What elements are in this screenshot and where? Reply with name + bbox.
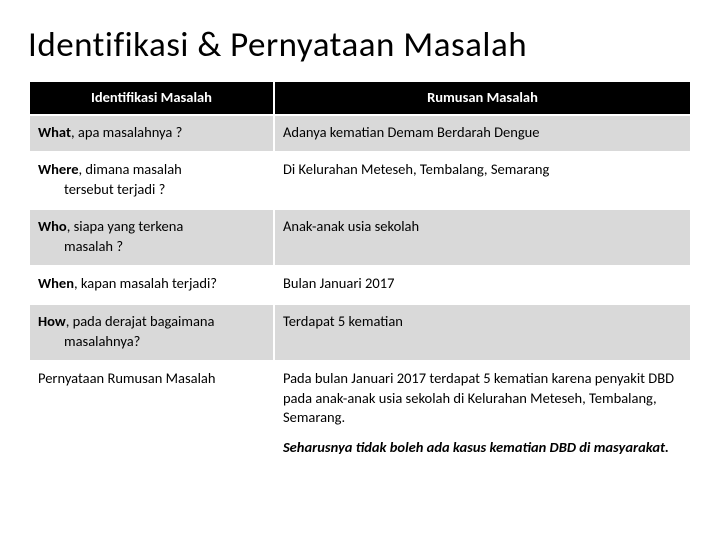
summary-label: Pernyataan Rumusan Masalah bbox=[29, 361, 274, 467]
header-identifikasi: Identifikasi Masalah bbox=[29, 81, 274, 115]
summary-row: Pernyataan Rumusan MasalahPada bulan Jan… bbox=[29, 361, 691, 467]
row-key-continuation: masalah ? bbox=[38, 237, 265, 257]
row-value: Adanya kematian Demam Berdarah Dengue bbox=[274, 115, 691, 153]
row-key-bold: What bbox=[38, 123, 71, 141]
row-key-bold: How bbox=[38, 312, 66, 330]
row-key-bold: Who bbox=[38, 217, 67, 235]
row-value: Bulan Januari 2017 bbox=[274, 266, 691, 304]
row-key-rest: , dimana masalah bbox=[79, 160, 182, 178]
row-value: Anak-anak usia sekolah bbox=[274, 209, 691, 266]
header-rumusan: Rumusan Masalah bbox=[274, 81, 691, 115]
row-value: Di Kelurahan Meteseh, Tembalang, Semaran… bbox=[274, 152, 691, 209]
row-key: When, kapan masalah terjadi? bbox=[29, 266, 274, 304]
row-key-bold: Where bbox=[38, 160, 79, 178]
row-key: What, apa masalahnya ? bbox=[29, 115, 274, 153]
row-key-continuation: tersebut terjadi ? bbox=[38, 180, 265, 200]
summary-text-main: Pada bulan Januari 2017 terdapat 5 kemat… bbox=[283, 369, 682, 428]
problem-table: Identifikasi Masalah Rumusan Masalah Wha… bbox=[28, 80, 692, 468]
summary-value: Pada bulan Januari 2017 terdapat 5 kemat… bbox=[274, 361, 691, 467]
row-key-continuation: masalahnya? bbox=[38, 332, 265, 352]
summary-text-italic: Seharusnya tidak boleh ada kasus kematia… bbox=[283, 438, 682, 458]
page-title: Identifikasi & Pernyataan Masalah bbox=[28, 24, 692, 66]
row-key: How, pada derajat bagaimana masalahnya? bbox=[29, 304, 274, 361]
spacer bbox=[283, 428, 682, 438]
table-row: Where, dimana masalah tersebut terjadi ? D… bbox=[29, 152, 691, 209]
row-key-rest: , siapa yang terkena bbox=[67, 217, 184, 235]
row-key: Where, dimana masalah tersebut terjadi ? bbox=[29, 152, 274, 209]
table-row: What, apa masalahnya ?Adanya kematian De… bbox=[29, 115, 691, 153]
row-key-rest: , kapan masalah terjadi? bbox=[74, 274, 217, 292]
row-key-bold: When bbox=[38, 274, 74, 292]
table-row: Who, siapa yang terkena masalah ? Anak-ana… bbox=[29, 209, 691, 266]
row-key-rest: , apa masalahnya ? bbox=[71, 123, 182, 141]
row-key-rest: , pada derajat bagaimana bbox=[66, 312, 215, 330]
table-row: When, kapan masalah terjadi?Bulan Januar… bbox=[29, 266, 691, 304]
table-row: How, pada derajat bagaimana masalahnya? Te… bbox=[29, 304, 691, 361]
row-value: Terdapat 5 kematian bbox=[274, 304, 691, 361]
row-key: Who, siapa yang terkena masalah ? bbox=[29, 209, 274, 266]
